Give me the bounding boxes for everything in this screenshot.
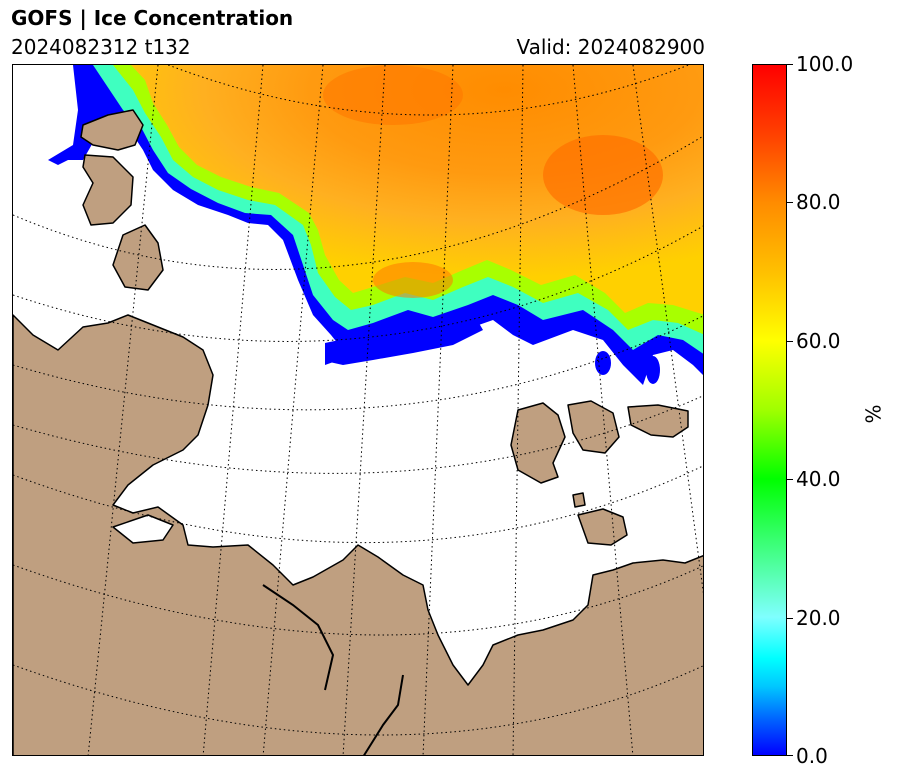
colorbar-tick-label: 100.0 [796,52,854,76]
colorbar-tick-label: 0.0 [796,744,828,768]
map-panel[interactable] [12,64,704,756]
colorbar-tick [787,755,793,756]
island [572,492,586,508]
ice-floe [646,356,660,384]
island [510,402,566,484]
island [567,400,620,454]
island [82,154,134,226]
graticule [13,65,703,755]
ice-floe [595,351,611,375]
island [577,508,628,546]
colorbar-tick-label: 40.0 [796,467,841,492]
ice-patch-red [373,262,453,298]
island [627,404,689,438]
ice-patch-red [543,135,663,215]
land [13,109,703,755]
ice-patch-red [323,65,463,125]
island [80,109,144,151]
map-title: GOFS | Ice Concentration [11,6,294,30]
colorbar-unit-label: % [861,404,886,424]
colorbar [752,64,787,756]
colorbar-tick [787,479,793,481]
colorbar-tick [787,340,793,342]
colorbar-tick-label: 60.0 [796,328,841,353]
colorbar-tick [787,617,793,619]
colorbar-tick-label: 80.0 [796,190,841,215]
island [112,224,164,291]
rivers [262,584,404,755]
colorbar-tick [787,64,793,65]
valid-time-label: Valid: 2024082900 [516,35,705,59]
colorbar-tick-label: 20.0 [796,605,841,630]
run-time-label: 2024082312 t132 [11,35,191,59]
mainland [13,314,703,755]
island [112,514,174,544]
ice-core [131,65,703,315]
colorbar-tick [787,202,793,204]
map-canvas [13,65,703,755]
